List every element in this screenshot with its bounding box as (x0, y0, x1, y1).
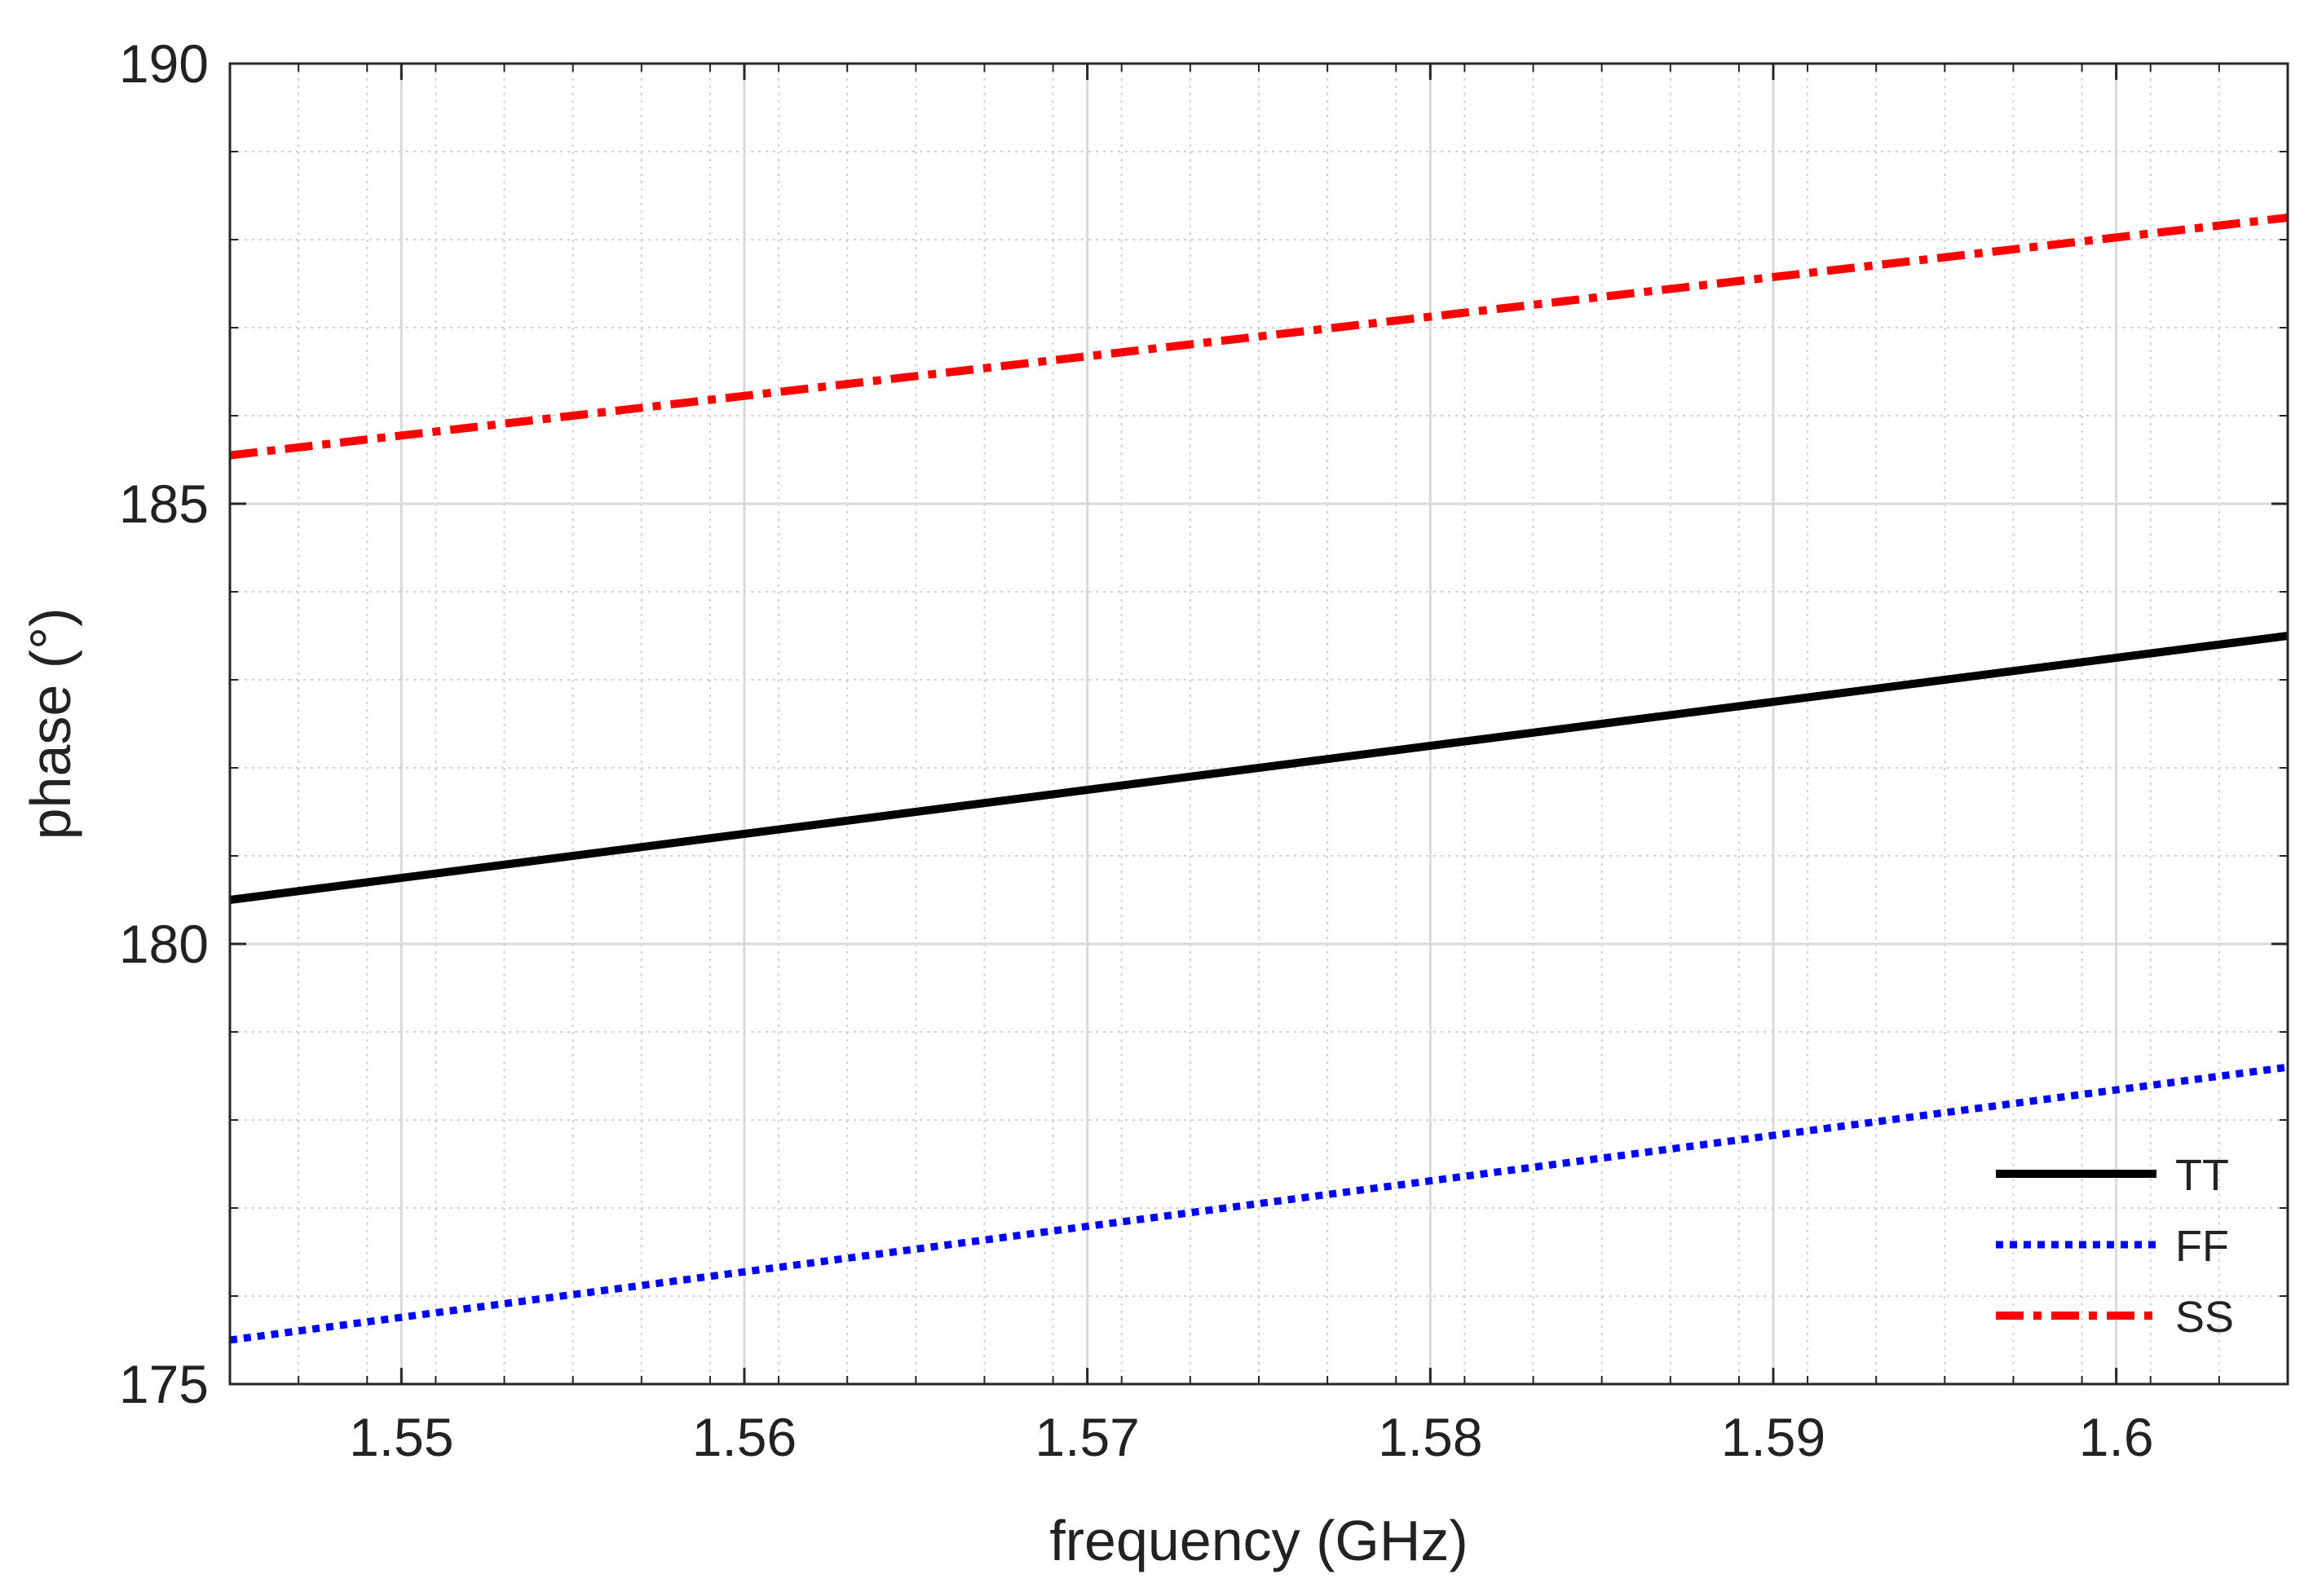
x-tick-label: 1.55 (349, 1407, 453, 1467)
y-tick-label: 185 (119, 474, 209, 534)
y-tick-label: 175 (119, 1354, 209, 1414)
x-tick-label: 1.58 (1378, 1407, 1482, 1467)
x-tick-label: 1.6 (2079, 1407, 2154, 1467)
x-axis-label: frequency (GHz) (1049, 1509, 1468, 1572)
series-line-ss (229, 214, 2289, 460)
series-line-tt (229, 632, 2289, 904)
x-tick-label: 1.59 (1721, 1407, 1825, 1467)
x-tick-label: 1.57 (1035, 1407, 1139, 1467)
legend: TT FF SS (1996, 1151, 2234, 1342)
y-tick-label: 190 (119, 33, 209, 94)
x-tick-label: 1.56 (692, 1407, 797, 1467)
legend-label-tt: TT (2175, 1151, 2229, 1200)
legend-label-ff: FF (2175, 1222, 2229, 1271)
legend-label-ss: SS (2175, 1293, 2234, 1342)
y-tick-label: 180 (119, 914, 209, 974)
y-axis-label: phase (°) (19, 608, 82, 840)
